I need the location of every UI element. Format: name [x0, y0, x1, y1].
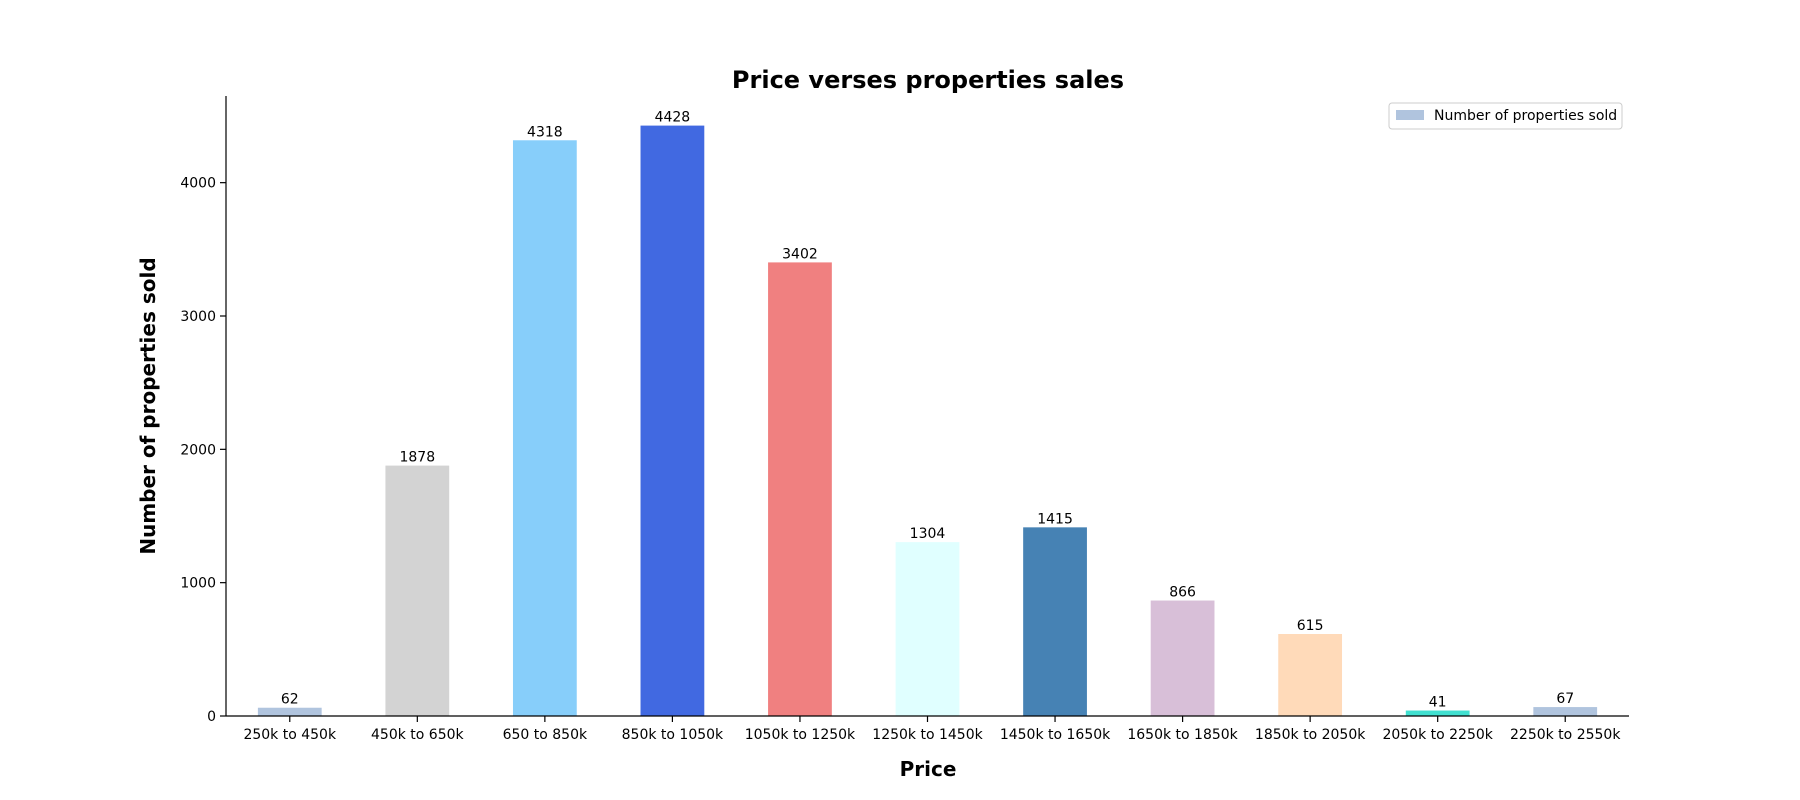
- x-tick-label-2: 650 to 850k: [503, 727, 588, 743]
- x-tick-label-1: 450k to 650k: [371, 727, 465, 743]
- bar-10: [1533, 707, 1598, 716]
- bar-8: [1278, 634, 1343, 716]
- y-tick-label-2: 2000: [180, 442, 216, 458]
- data-label-4: 3402: [782, 246, 818, 262]
- legend-swatch: [1396, 110, 1424, 120]
- bar-3: [640, 125, 705, 717]
- bar-9: [1405, 710, 1470, 716]
- data-label-1: 1878: [399, 450, 435, 466]
- y-axis: 0 1000 2000 3000 4000: [180, 176, 226, 725]
- y-tick-label-0: 0: [207, 709, 216, 725]
- x-tick-label-5: 1250k to 1450k: [872, 727, 983, 743]
- legend: Number of properties sold: [1388, 102, 1623, 130]
- data-labels-group: 62 1878 4318 4428 3402 1304 1415 866 615 41 67: [281, 110, 1574, 711]
- y-tick-label-1: 1000: [180, 576, 216, 592]
- data-label-5: 1304: [910, 526, 946, 542]
- data-label-2: 4318: [527, 124, 563, 140]
- y-tick-label-3: 3000: [180, 309, 216, 325]
- x-tick-label-6: 1450k to 1650k: [1000, 727, 1111, 743]
- bars-group: [257, 125, 1598, 717]
- data-label-0: 62: [281, 692, 299, 708]
- bar-6: [1023, 527, 1087, 716]
- x-tick-label-8: 1850k to 2050k: [1255, 727, 1366, 743]
- legend-label: Number of properties sold: [1434, 108, 1617, 124]
- x-tick-label-0: 250k to 450k: [243, 727, 337, 743]
- x-tick-label-9: 2050k to 2250k: [1382, 727, 1493, 743]
- bar-5: [895, 542, 960, 716]
- x-tick-label-3: 850k to 1050k: [622, 727, 724, 743]
- x-tick-label-10: 2250k to 2550k: [1510, 727, 1621, 743]
- data-label-10: 67: [1556, 691, 1574, 707]
- x-axis-label: Price: [900, 757, 957, 781]
- x-axis: 250k to 450k 450k to 650k 650 to 850k 850k …: [243, 716, 1621, 743]
- x-tick-label-7: 1650k to 1850k: [1127, 727, 1238, 743]
- data-label-7: 866: [1169, 585, 1196, 601]
- x-tick-label-4: 1050k to 1250k: [745, 727, 856, 743]
- y-axis-label: Number of properties sold: [136, 257, 160, 554]
- data-label-9: 41: [1429, 695, 1447, 711]
- chart-title: Price verses properties sales: [732, 66, 1124, 94]
- data-label-8: 615: [1297, 618, 1324, 634]
- legend-frame: [1388, 102, 1623, 130]
- data-label-3: 4428: [655, 110, 691, 126]
- bar-2: [512, 140, 577, 716]
- data-label-6: 1415: [1037, 511, 1073, 527]
- bar-0: [257, 707, 322, 716]
- bar-4: [768, 262, 832, 716]
- bar-7: [1150, 600, 1215, 716]
- y-tick-label-4: 4000: [180, 176, 216, 192]
- bar-1: [385, 465, 450, 716]
